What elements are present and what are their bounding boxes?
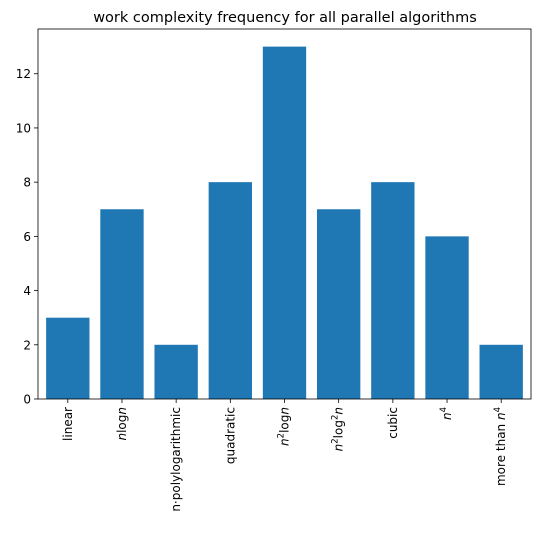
bar-7: [425, 236, 469, 399]
y-tick-label-3: 6: [23, 230, 31, 244]
bar-0: [46, 317, 90, 399]
x-tick-label-8: more than n4: [493, 407, 508, 486]
y-tick-label-6: 12: [16, 67, 31, 81]
chart-title: work complexity frequency for all parall…: [93, 10, 477, 26]
x-tick-label-4: n2logn: [277, 407, 292, 446]
x-tick-label-7: n4: [439, 407, 454, 420]
y-axis: 0 2 4 6 8 10 12: [16, 67, 38, 407]
bars-group: [46, 46, 523, 399]
x-tick-label-0: linear: [61, 407, 75, 441]
x-axis: linear nlogn n·polylogarithmic quadratic n2l…: [61, 399, 508, 512]
x-tick-label-1: nlogn: [115, 407, 129, 441]
bar-4: [262, 46, 307, 399]
y-tick-label-4: 8: [23, 176, 31, 190]
y-tick-label-5: 10: [16, 121, 31, 135]
x-tick-label-2: n·polylogarithmic: [169, 407, 183, 512]
bar-6: [371, 182, 415, 399]
bar-3: [208, 182, 252, 399]
bar-1: [100, 209, 144, 399]
plot-frame: [37, 28, 532, 400]
bar-8: [479, 344, 523, 399]
x-tick-label-3: quadratic: [223, 407, 237, 464]
x-tick-label-6: cubic: [386, 407, 400, 439]
y-tick-label-1: 2: [23, 338, 31, 352]
y-tick-label-0: 0: [23, 393, 31, 407]
bar-5: [317, 209, 361, 399]
y-tick-label-2: 4: [23, 284, 31, 298]
bar-2: [154, 344, 198, 399]
x-tick-label-5: n2log2n: [331, 407, 346, 451]
